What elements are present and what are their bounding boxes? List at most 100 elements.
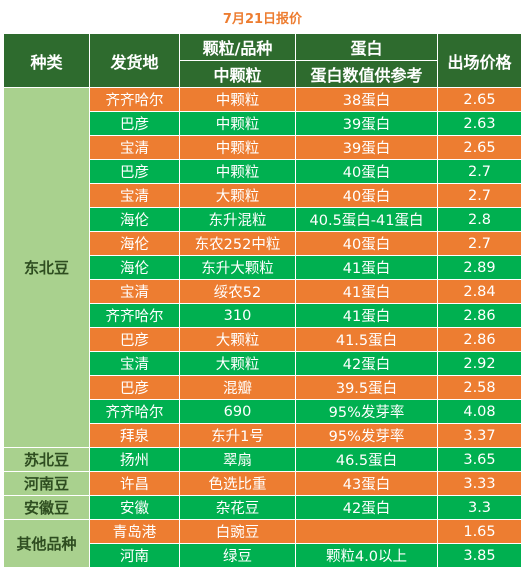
cell-price: 2.7 [437,183,522,208]
cell-protein: 39蛋白 [295,135,438,160]
cell-origin: 青岛港 [89,519,180,544]
price-table: 种类 发货地 颗粒/品种 蛋白 出场价格 中颗粒 蛋白数值供参考 东北豆 齐齐哈… [3,33,522,568]
cell-protein: 95%发芽率 [295,423,438,448]
table-row: 河南 绿豆 颗粒4.0以上 3.85 [4,543,522,568]
cell-origin: 海伦 [89,231,180,256]
cell-protein: 40蛋白 [295,183,438,208]
cell-origin: 巴彦 [89,111,180,136]
cell-origin: 巴彦 [89,375,180,400]
cell-protein: 颗粒4.0以上 [295,543,438,568]
cell-protein: 40蛋白 [295,231,438,256]
report-title: 7月21日报价 [222,11,303,27]
cell-grain: 绥农52 [179,279,296,304]
cell-protein: 41.5蛋白 [295,327,438,352]
cell-price: 1.65 [437,519,522,544]
cell-grain: 690 [179,399,296,424]
cell-origin: 海伦 [89,255,180,280]
cell-protein: 39蛋白 [295,111,438,136]
cell-price: 2.7 [437,231,522,256]
cell-price: 2.65 [437,87,522,112]
cell-grain: 混瓣 [179,375,296,400]
cell-origin: 宝清 [89,183,180,208]
cell-price: 2.63 [437,111,522,136]
cell-protein: 42蛋白 [295,495,438,520]
table-row: 拜泉 东升1号 95%发芽率 3.37 [4,423,522,448]
table-row: 巴彦 混瓣 39.5蛋白 2.58 [4,375,522,400]
table-row: 齐齐哈尔 690 95%发芽率 4.08 [4,399,522,424]
table-row: 齐齐哈尔 310 41蛋白 2.86 [4,303,522,328]
cell-price: 3.33 [437,471,522,496]
category-jiangsu: 苏北豆 [3,447,90,472]
cell-grain: 杂花豆 [179,495,296,520]
table-row: 宝清 绥农52 41蛋白 2.84 [4,279,522,304]
table-row: 海伦 东升大颗粒 41蛋白 2.89 [4,255,522,280]
cell-grain: 东农252中粒 [179,231,296,256]
cell-origin: 宝清 [89,351,180,376]
cell-price: 2.86 [437,303,522,328]
cell-price: 3.37 [437,423,522,448]
cell-protein: 46.5蛋白 [295,447,438,472]
table-row: 宝清 中颗粒 39蛋白 2.65 [4,135,522,160]
cell-origin: 宝清 [89,135,180,160]
cell-origin: 安徽 [89,495,180,520]
cell-protein: 39.5蛋白 [295,375,438,400]
cell-grain: 东升1号 [179,423,296,448]
cell-grain: 白豌豆 [179,519,296,544]
cell-origin: 巴彦 [89,327,180,352]
cell-price: 2.86 [437,327,522,352]
table-row: 宝清 大颗粒 40蛋白 2.7 [4,183,522,208]
cell-protein: 43蛋白 [295,471,438,496]
cell-origin: 海伦 [89,207,180,232]
header-price: 出场价格 [437,33,522,88]
cell-protein: 41蛋白 [295,303,438,328]
cell-price: 2.65 [437,135,522,160]
cell-price: 2.8 [437,207,522,232]
header-grain: 颗粒/品种 [179,33,296,61]
cell-grain: 绿豆 [179,543,296,568]
cell-origin: 齐齐哈尔 [89,87,180,112]
cell-protein: 41蛋白 [295,279,438,304]
cell-grain: 中颗粒 [179,159,296,184]
category-other: 其他品种 [3,519,90,568]
cell-protein [295,519,438,544]
cell-grain: 东升混粒 [179,207,296,232]
category-anhui: 安徽豆 [3,495,90,520]
cell-price: 2.92 [437,351,522,376]
cell-price: 4.08 [437,399,522,424]
cell-grain: 色选比重 [179,471,296,496]
table-row: 海伦 东升混粒 40.5蛋白-41蛋白 2.8 [4,207,522,232]
cell-grain: 中颗粒 [179,111,296,136]
table-row: 苏北豆 扬州 翠扇 46.5蛋白 3.65 [3,447,522,472]
cell-grain: 大颗粒 [179,351,296,376]
cell-price: 2.7 [437,159,522,184]
header-category: 种类 [3,33,90,88]
cell-price: 3.65 [437,447,522,472]
header-grain-sub: 中颗粒 [179,60,296,88]
cell-origin: 齐齐哈尔 [89,303,180,328]
cell-price: 2.84 [437,279,522,304]
category-henan: 河南豆 [3,471,90,496]
cell-price: 2.58 [437,375,522,400]
table-row: 河南豆 许昌 色选比重 43蛋白 3.33 [3,471,522,496]
cell-origin: 齐齐哈尔 [89,399,180,424]
table-row: 海伦 东农252中粒 40蛋白 2.7 [4,231,522,256]
cell-grain: 310 [179,303,296,328]
header-origin: 发货地 [89,33,180,88]
header-protein-sub: 蛋白数值供参考 [295,60,438,88]
cell-grain: 中颗粒 [179,87,296,112]
cell-origin: 许昌 [89,471,180,496]
cell-origin: 河南 [89,543,180,568]
cell-protein: 38蛋白 [295,87,438,112]
cell-grain: 大颗粒 [179,327,296,352]
cell-price: 3.85 [437,543,522,568]
cell-protein: 41蛋白 [295,255,438,280]
header-protein: 蛋白 [295,33,438,61]
table-row: 其他品种 青岛港 白豌豆 1.65 [3,519,522,568]
cell-grain: 大颗粒 [179,183,296,208]
table-row: 安徽豆 安徽 杂花豆 42蛋白 3.3 [3,495,522,520]
cell-protein: 42蛋白 [295,351,438,376]
cell-origin: 扬州 [89,447,180,472]
cell-protein: 95%发芽率 [295,399,438,424]
table-row: 巴彦 中颗粒 40蛋白 2.7 [4,159,522,184]
cell-protein: 40蛋白 [295,159,438,184]
